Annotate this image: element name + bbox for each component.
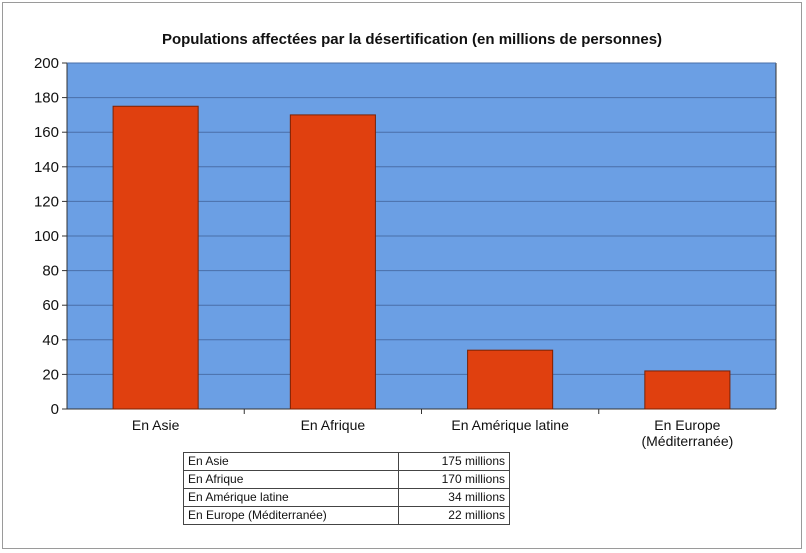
bar bbox=[644, 370, 731, 410]
table-category-cell: En Afrique bbox=[183, 470, 399, 489]
x-category-label: En Afrique bbox=[301, 417, 366, 433]
table-category-cell: En Europe (Méditerranée) bbox=[183, 506, 399, 525]
table-category-cell: En Asie bbox=[183, 452, 399, 471]
plot-area: 0 20 40 60 80 100 120 140 160 180 200 En Asie En Afr… bbox=[34, 55, 777, 449]
y-tick-label: 40 bbox=[42, 332, 59, 349]
table-value-cell: 22 millions bbox=[398, 506, 510, 525]
data-table: En Asie 175 millions En Afrique 170 million… bbox=[183, 452, 510, 525]
y-tick-label: 120 bbox=[34, 193, 59, 210]
x-category-label: (Méditerranée) bbox=[641, 433, 733, 449]
table-row: En Afrique 170 millions bbox=[183, 470, 510, 489]
y-tick-label: 140 bbox=[34, 159, 59, 176]
bar bbox=[467, 349, 554, 410]
x-category-label: En Europe bbox=[654, 417, 720, 433]
y-tick-label: 80 bbox=[42, 263, 59, 280]
table-value-cell: 170 millions bbox=[398, 470, 510, 489]
y-tick-label: 160 bbox=[34, 124, 59, 141]
table-category-cell: En Amérique latine bbox=[183, 488, 399, 507]
x-category-label: En Amérique latine bbox=[451, 417, 569, 433]
y-tick-label: 200 bbox=[34, 55, 59, 72]
y-tick-label: 60 bbox=[42, 297, 59, 314]
bar bbox=[289, 114, 376, 410]
table-value-cell: 34 millions bbox=[398, 488, 510, 507]
y-tick-label: 20 bbox=[42, 366, 59, 383]
table-value-cell: 175 millions bbox=[398, 452, 510, 471]
table-row: En Asie 175 millions bbox=[183, 452, 510, 471]
y-tick-label: 0 bbox=[51, 401, 59, 418]
chart-title: Populations affectées par la désertifica… bbox=[162, 31, 662, 48]
table-row: En Amérique latine 34 millions bbox=[183, 488, 510, 507]
y-tick-label: 180 bbox=[34, 90, 59, 107]
bar bbox=[112, 105, 199, 410]
y-tick-label: 100 bbox=[34, 228, 59, 245]
table-row: En Europe (Méditerranée) 22 millions bbox=[183, 506, 510, 525]
x-category-label: En Asie bbox=[132, 417, 180, 433]
